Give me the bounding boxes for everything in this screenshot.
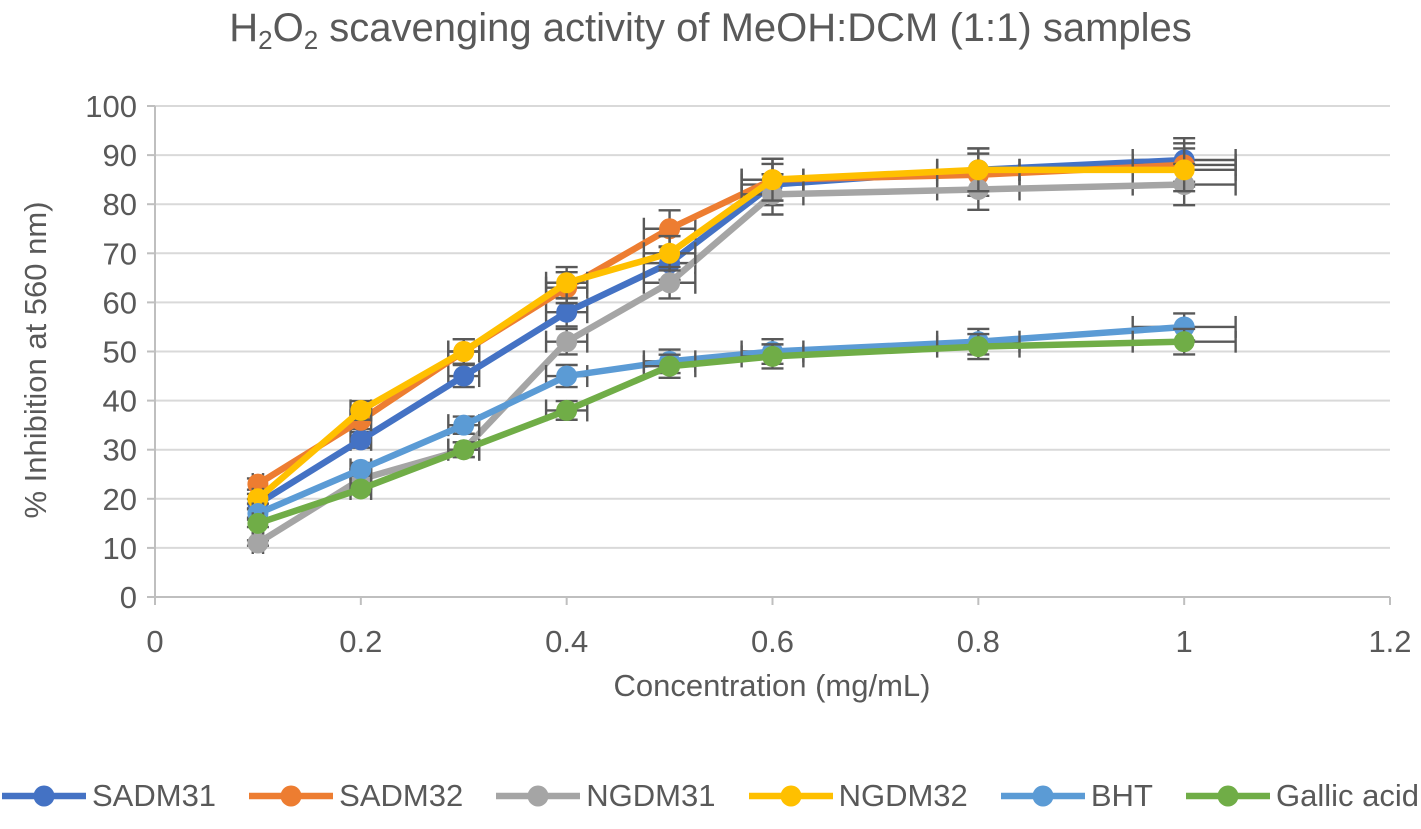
title-text: H xyxy=(229,6,259,50)
legend-circle xyxy=(33,785,55,807)
series-marker-NGDM31 xyxy=(247,532,269,554)
series-marker-Gallic-acid xyxy=(556,399,578,421)
y-tick-label: 100 xyxy=(85,89,137,124)
y-tick-label: 70 xyxy=(103,236,137,271)
series-marker-BHT xyxy=(453,414,475,436)
x-tick-label: 0.4 xyxy=(545,624,588,659)
series-marker-Gallic-acid xyxy=(659,355,681,377)
series-line-NGDM31 xyxy=(256,181,1185,546)
legend-label: NGDM31 xyxy=(586,778,716,813)
series-marker-SADM31 xyxy=(556,301,578,323)
legend-circle xyxy=(1032,785,1054,807)
y-tick-label: 0 xyxy=(120,580,137,615)
y-tick-label: 80 xyxy=(103,187,137,222)
series-marker-SADM32 xyxy=(659,218,681,240)
y-axis-title: % Inhibition at 560 nm) xyxy=(18,201,53,519)
series-marker-NGDM32 xyxy=(350,399,372,421)
legend-marker-SADM31 xyxy=(2,785,86,807)
x-tick-label: 1.2 xyxy=(1368,624,1411,659)
series-marker-SADM31 xyxy=(453,365,475,387)
x-tick-label: 0.8 xyxy=(957,624,1000,659)
title-text: O xyxy=(272,6,304,50)
x-tick-label: 0.6 xyxy=(751,624,794,659)
legend-marker-SADM32 xyxy=(249,785,334,807)
legend-item-SADM31: SADM31 xyxy=(2,778,216,814)
legend-item-SADM32: SADM32 xyxy=(249,778,463,814)
legend-marker-NGDM32 xyxy=(748,785,833,807)
x-tick-label: 1 xyxy=(1176,624,1193,659)
legend-marker-NGDM31 xyxy=(496,785,581,807)
y-tick-label: 60 xyxy=(103,285,137,320)
legend-circle xyxy=(1217,785,1239,807)
series-marker-NGDM32 xyxy=(1173,159,1195,181)
series-marker-Gallic-acid xyxy=(1173,331,1195,353)
title-subscript: 2 xyxy=(303,25,319,55)
legend-label: NGDM32 xyxy=(838,778,968,813)
series-marker-NGDM32 xyxy=(762,169,783,191)
legend-circle xyxy=(780,785,802,807)
title-text: scavenging activity of MeOH:DCM (1:1) sa… xyxy=(318,6,1192,50)
x-tick-label: 0.2 xyxy=(339,624,382,659)
series-marker-NGDM32 xyxy=(556,272,578,294)
legend-item-NGDM31: NGDM31 xyxy=(496,778,715,814)
series-marker-BHT xyxy=(1173,316,1195,338)
series-line-NGDM32 xyxy=(255,166,1185,502)
y-tick-label: 40 xyxy=(103,384,137,419)
legend-item-NGDM32: NGDM32 xyxy=(748,778,968,814)
series-marker-Gallic-acid xyxy=(453,439,475,461)
series-marker-NGDM31 xyxy=(659,272,681,294)
legend-label: BHT xyxy=(1090,778,1153,813)
y-tick-label: 20 xyxy=(103,482,137,517)
series-line-Gallic-acid xyxy=(256,338,1185,527)
series-line-BHT xyxy=(256,323,1185,517)
series-line-SADM32 xyxy=(256,161,1185,487)
legend-item-Gallic-acid: Gallic acid xyxy=(1185,778,1419,814)
series-marker-Gallic-acid xyxy=(967,336,989,358)
y-tick-label: 10 xyxy=(103,531,137,566)
series-marker-NGDM31 xyxy=(556,331,578,353)
x-axis-title: Concentration (mg/mL) xyxy=(613,668,931,703)
series-marker-Gallic-acid xyxy=(350,478,372,500)
legend-circle xyxy=(280,785,302,807)
y-tick-label: 90 xyxy=(103,138,137,173)
series-marker-NGDM32 xyxy=(659,242,681,264)
y-tick-label: 50 xyxy=(103,335,137,370)
legend-item-BHT: BHT xyxy=(1000,778,1153,814)
legend-marker-Gallic-acid xyxy=(1185,785,1270,807)
series-marker-BHT xyxy=(556,365,578,387)
x-tick-label: 0 xyxy=(146,624,163,659)
series-marker-Gallic-acid xyxy=(247,512,269,534)
series-marker-NGDM32 xyxy=(967,159,989,181)
series-marker-Gallic-acid xyxy=(762,345,783,367)
chart-title: H2O2 scavenging activity of MeOH:DCM (1:… xyxy=(0,6,1421,55)
legend-label: Gallic acid xyxy=(1275,778,1419,813)
title-subscript: 2 xyxy=(258,25,273,55)
legend-circle xyxy=(527,785,549,807)
legend-marker-BHT xyxy=(1000,785,1085,807)
y-tick-label: 30 xyxy=(103,433,137,468)
legend-label: SADM31 xyxy=(92,778,217,813)
series-marker-BHT xyxy=(350,458,372,480)
chart-legend: SADM31 SADM32 NGDM31 NGDM32 BHT Gallic acid xyxy=(0,778,1421,814)
series-marker-NGDM32 xyxy=(453,341,475,362)
legend-label: SADM32 xyxy=(339,778,464,813)
series-marker-SADM31 xyxy=(350,429,372,451)
